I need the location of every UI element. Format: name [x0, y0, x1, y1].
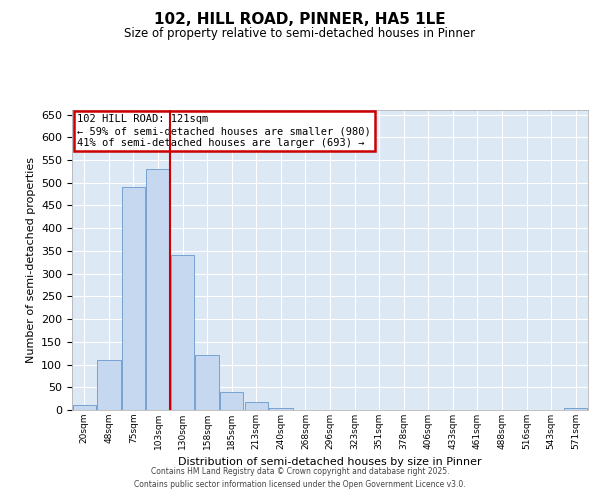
Bar	[97, 360, 121, 410]
Bar	[220, 392, 244, 410]
Bar	[245, 402, 268, 410]
Text: 102 HILL ROAD: 121sqm
← 59% of semi-detached houses are smaller (980)
41% of sem: 102 HILL ROAD: 121sqm ← 59% of semi-deta…	[77, 114, 371, 148]
Bar	[73, 406, 96, 410]
Text: Contains HM Land Registry data © Crown copyright and database right 2025.
Contai: Contains HM Land Registry data © Crown c…	[134, 468, 466, 489]
Y-axis label: Number of semi-detached properties: Number of semi-detached properties	[26, 157, 35, 363]
X-axis label: Distribution of semi-detached houses by size in Pinner: Distribution of semi-detached houses by …	[178, 458, 482, 468]
Text: Size of property relative to semi-detached houses in Pinner: Size of property relative to semi-detach…	[124, 28, 476, 40]
Bar	[146, 169, 170, 410]
Text: 102, HILL ROAD, PINNER, HA5 1LE: 102, HILL ROAD, PINNER, HA5 1LE	[154, 12, 446, 28]
Bar	[564, 408, 587, 410]
Bar	[171, 256, 194, 410]
Bar	[122, 188, 145, 410]
Bar	[196, 356, 219, 410]
Bar	[269, 408, 293, 410]
